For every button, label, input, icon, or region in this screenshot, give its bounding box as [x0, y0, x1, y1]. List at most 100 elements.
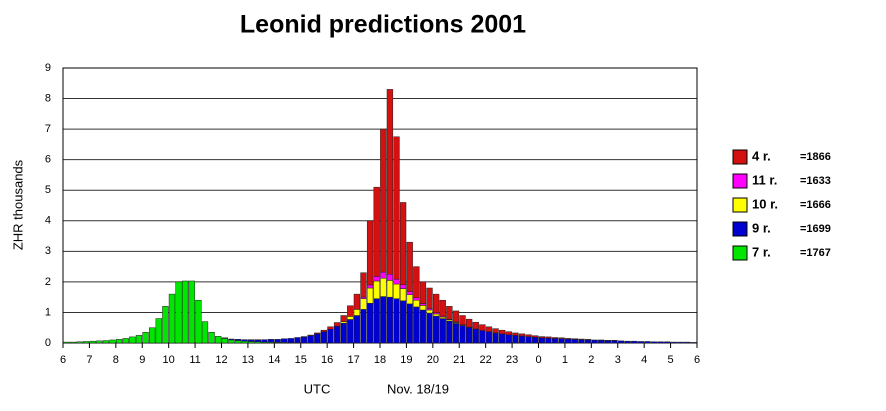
bar-segment [518, 333, 526, 337]
bar-segment [512, 335, 519, 344]
bar-segment [149, 327, 156, 344]
bar-segment [333, 325, 341, 344]
x-tick-label: 12 [215, 354, 227, 366]
bar-segment [82, 341, 90, 344]
bar-segment [274, 339, 281, 343]
legend-swatch [732, 245, 748, 261]
bar-segment [353, 309, 361, 316]
bar-segment [426, 309, 433, 314]
legend-note: =1633 [800, 175, 831, 187]
legend-swatch [732, 221, 748, 237]
bar-segment [69, 341, 77, 344]
bar-segment [690, 342, 697, 344]
bar-segment [386, 89, 394, 275]
bar-segment [406, 303, 413, 344]
x-tick-label: 23 [506, 354, 518, 366]
bar-segment [637, 341, 645, 344]
bar-segment [558, 337, 565, 339]
bar-segment [598, 340, 605, 344]
bar-segment [386, 296, 394, 344]
bar-segment [201, 321, 209, 344]
bar-segment [254, 339, 261, 343]
bar-segment [446, 306, 453, 320]
bar-segment [234, 339, 242, 341]
bar-segment [657, 341, 664, 344]
bar-segment [518, 335, 526, 344]
bar-segment [327, 329, 334, 344]
bar-segment [446, 320, 453, 344]
bar-segment [393, 298, 400, 344]
x-tick-label: 3 [615, 354, 621, 366]
bar-segment [558, 338, 565, 344]
y-tick-label: 3 [45, 245, 51, 257]
bar-segment [248, 339, 255, 342]
bar-segment [485, 331, 493, 344]
bar-segment [413, 299, 420, 308]
bar-segment [393, 136, 400, 280]
bar-segment [221, 337, 228, 339]
bar-segment [215, 336, 222, 344]
bar-segment [399, 202, 407, 285]
y-tick-label: 8 [45, 92, 51, 104]
bar-segment [413, 297, 420, 301]
bar-segment [439, 299, 446, 317]
y-tick-label: 1 [45, 306, 51, 318]
bar-segment [505, 331, 512, 336]
bar-segment [532, 336, 539, 344]
bar-segment [353, 293, 361, 310]
x-tick-label: 4 [641, 354, 647, 366]
bar-segment [406, 294, 413, 305]
legend-label: 4 r. [752, 148, 771, 163]
bar-segment [373, 298, 380, 344]
bar-segment [499, 333, 506, 344]
bar-segment [89, 340, 96, 344]
bar-segment [545, 336, 552, 339]
bar-segment [168, 293, 176, 344]
bar-segment [155, 318, 162, 344]
bar-segment [109, 339, 116, 344]
bar-segment [340, 322, 347, 344]
bar-segment [162, 306, 169, 344]
bar-segment [294, 337, 301, 343]
y-tick-label: 5 [45, 184, 51, 196]
legend-note: =1666 [800, 199, 831, 211]
bar-segment [267, 339, 275, 343]
bar-segment [300, 336, 308, 344]
bar-segment [63, 341, 70, 344]
bar-segment [241, 339, 248, 342]
bar-segment [373, 280, 380, 299]
bar-segment [525, 336, 532, 344]
legend-swatch [732, 197, 748, 213]
bar-segment [102, 340, 110, 344]
bar-segment [584, 339, 592, 344]
x-tick-label: 7 [86, 354, 92, 366]
bar-segment [221, 338, 228, 344]
bar-segment [466, 327, 473, 344]
bar-segment [565, 338, 572, 340]
bar-segment [314, 332, 321, 335]
bar-segment [439, 318, 446, 344]
bar-segment [399, 284, 407, 289]
bar-segment [565, 338, 572, 344]
bar-segment [545, 337, 552, 344]
bar-segment [366, 303, 374, 344]
bar-segment [208, 332, 215, 344]
x-tick-label: 15 [295, 354, 307, 366]
bar-segment [459, 315, 466, 325]
bar-segment [512, 332, 519, 336]
bar-segment [578, 339, 585, 344]
plot-frame [62, 67, 698, 344]
chart-title: Leonid predictions 2001 [240, 11, 526, 39]
x-tick-label: 21 [453, 354, 465, 366]
bar-segment [142, 332, 149, 344]
bar-segment [287, 338, 294, 343]
bar-segment [472, 321, 479, 330]
bar-segment [386, 274, 394, 281]
legend-swatch [732, 149, 748, 165]
bar-segment [195, 299, 202, 344]
bar-segment [406, 241, 413, 292]
x-tick-label: 20 [427, 354, 439, 366]
bar-segment [175, 281, 182, 344]
bar-segment [432, 313, 440, 317]
